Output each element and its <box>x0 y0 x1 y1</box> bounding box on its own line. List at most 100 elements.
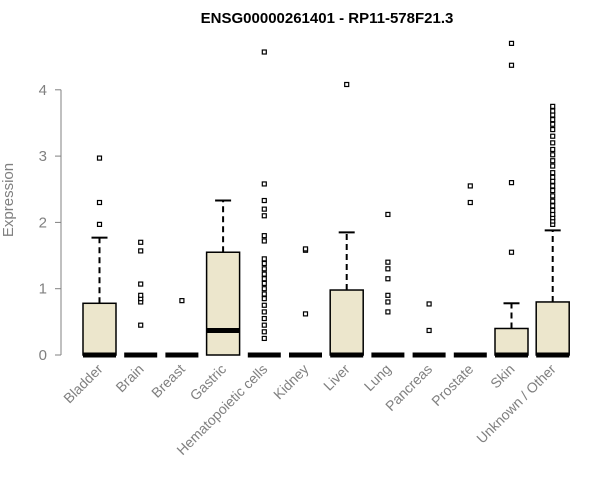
box-unknown-other <box>535 103 570 358</box>
outlier-point <box>302 246 309 252</box>
outlier-point <box>261 256 267 262</box>
box-bladder <box>82 155 117 358</box>
x-tick-label: Breast <box>148 361 188 401</box>
box-brain <box>124 239 158 358</box>
outlier-point <box>261 197 267 204</box>
outlier-point <box>550 187 556 194</box>
outlier-point <box>550 133 556 139</box>
outlier-point <box>261 213 267 219</box>
y-axis-label: Expression <box>0 163 17 237</box>
outlier-point <box>96 221 103 227</box>
box-body <box>205 251 241 356</box>
outlier-point <box>550 193 556 199</box>
outlier-point <box>550 140 556 146</box>
outlier-point <box>550 163 556 169</box>
outlier-point <box>467 199 473 206</box>
y-tick-label: 0 <box>39 347 47 364</box>
outlier-point <box>261 296 267 302</box>
outlier-point <box>508 249 515 255</box>
box-skin <box>494 40 529 358</box>
box-lung <box>371 211 405 358</box>
outlier-point <box>138 239 144 245</box>
box-body <box>535 301 570 356</box>
outlier-point <box>550 183 556 189</box>
y-axis: 0 1 2 3 4 <box>39 82 62 364</box>
outlier-point <box>261 271 267 277</box>
outlier-point <box>261 260 267 267</box>
box-gastric <box>205 199 241 356</box>
y-tick-label: 2 <box>39 214 47 231</box>
outlier-point <box>385 309 391 315</box>
box-body <box>329 289 364 356</box>
x-tick-label: Prostate <box>428 361 476 409</box>
outlier-point <box>426 327 432 334</box>
outlier-point <box>550 121 556 127</box>
outlier-point <box>261 291 267 297</box>
box-liver <box>329 81 364 358</box>
outlier-point <box>550 126 556 133</box>
outlier-point <box>550 203 556 209</box>
box-prostate <box>453 183 487 358</box>
outlier-point <box>261 266 267 272</box>
outlier-point <box>96 199 103 206</box>
outlier-point <box>385 211 391 218</box>
outlier-point <box>344 81 350 88</box>
outlier-point <box>261 49 267 55</box>
outlier-point <box>138 248 144 254</box>
x-tick-label: Lung <box>361 361 394 394</box>
outlier-point <box>261 280 267 286</box>
outlier-point <box>467 183 473 189</box>
outlier-point <box>138 292 144 298</box>
boxes-group <box>82 40 570 358</box>
outlier-point <box>261 181 267 187</box>
outlier-point <box>550 152 556 158</box>
outlier-point <box>261 233 267 239</box>
outlier-point <box>550 207 556 214</box>
outlier-point <box>508 40 515 46</box>
outlier-point <box>508 62 515 68</box>
outlier-point <box>550 174 556 180</box>
outlier-point <box>385 276 391 282</box>
outlier-point <box>261 315 267 322</box>
outlier-point <box>261 302 267 308</box>
x-tick-label: Bladder <box>60 361 106 407</box>
outlier-point <box>550 103 556 109</box>
x-tick-label: Skin <box>487 361 518 392</box>
box-kidney <box>289 246 322 358</box>
outlier-point <box>261 335 267 342</box>
outlier-point <box>508 180 515 186</box>
y-tick-label: 3 <box>39 148 47 165</box>
x-tick-label: Brain <box>112 361 146 395</box>
outlier-point <box>261 322 267 328</box>
box-breast <box>165 298 199 358</box>
x-tick-label: Liver <box>320 361 353 394</box>
x-tick-label: Kidney <box>270 361 312 403</box>
box-body <box>494 327 529 356</box>
outlier-point <box>138 322 144 328</box>
outlier-point <box>385 259 391 265</box>
outlier-point <box>261 309 267 315</box>
y-tick-label: 1 <box>39 281 47 298</box>
outlier-point <box>385 266 391 272</box>
outlier-point <box>261 238 267 244</box>
outlier-point <box>385 292 391 298</box>
box-body <box>82 302 117 356</box>
outlier-point <box>261 286 267 292</box>
outlier-point <box>261 276 267 282</box>
outlier-point <box>426 301 432 307</box>
outlier-point <box>261 329 267 335</box>
outlier-point <box>96 155 103 161</box>
outlier-point <box>138 281 144 287</box>
outlier-point <box>261 206 267 212</box>
box-pancreas <box>412 301 446 358</box>
outlier-point <box>385 299 391 305</box>
outlier-point <box>550 146 556 153</box>
y-tick-label: 4 <box>39 82 47 99</box>
outlier-point <box>550 108 556 114</box>
outlier-point <box>550 158 556 164</box>
outlier-point <box>550 198 556 204</box>
outlier-point <box>179 298 185 304</box>
outlier-point <box>550 117 556 123</box>
